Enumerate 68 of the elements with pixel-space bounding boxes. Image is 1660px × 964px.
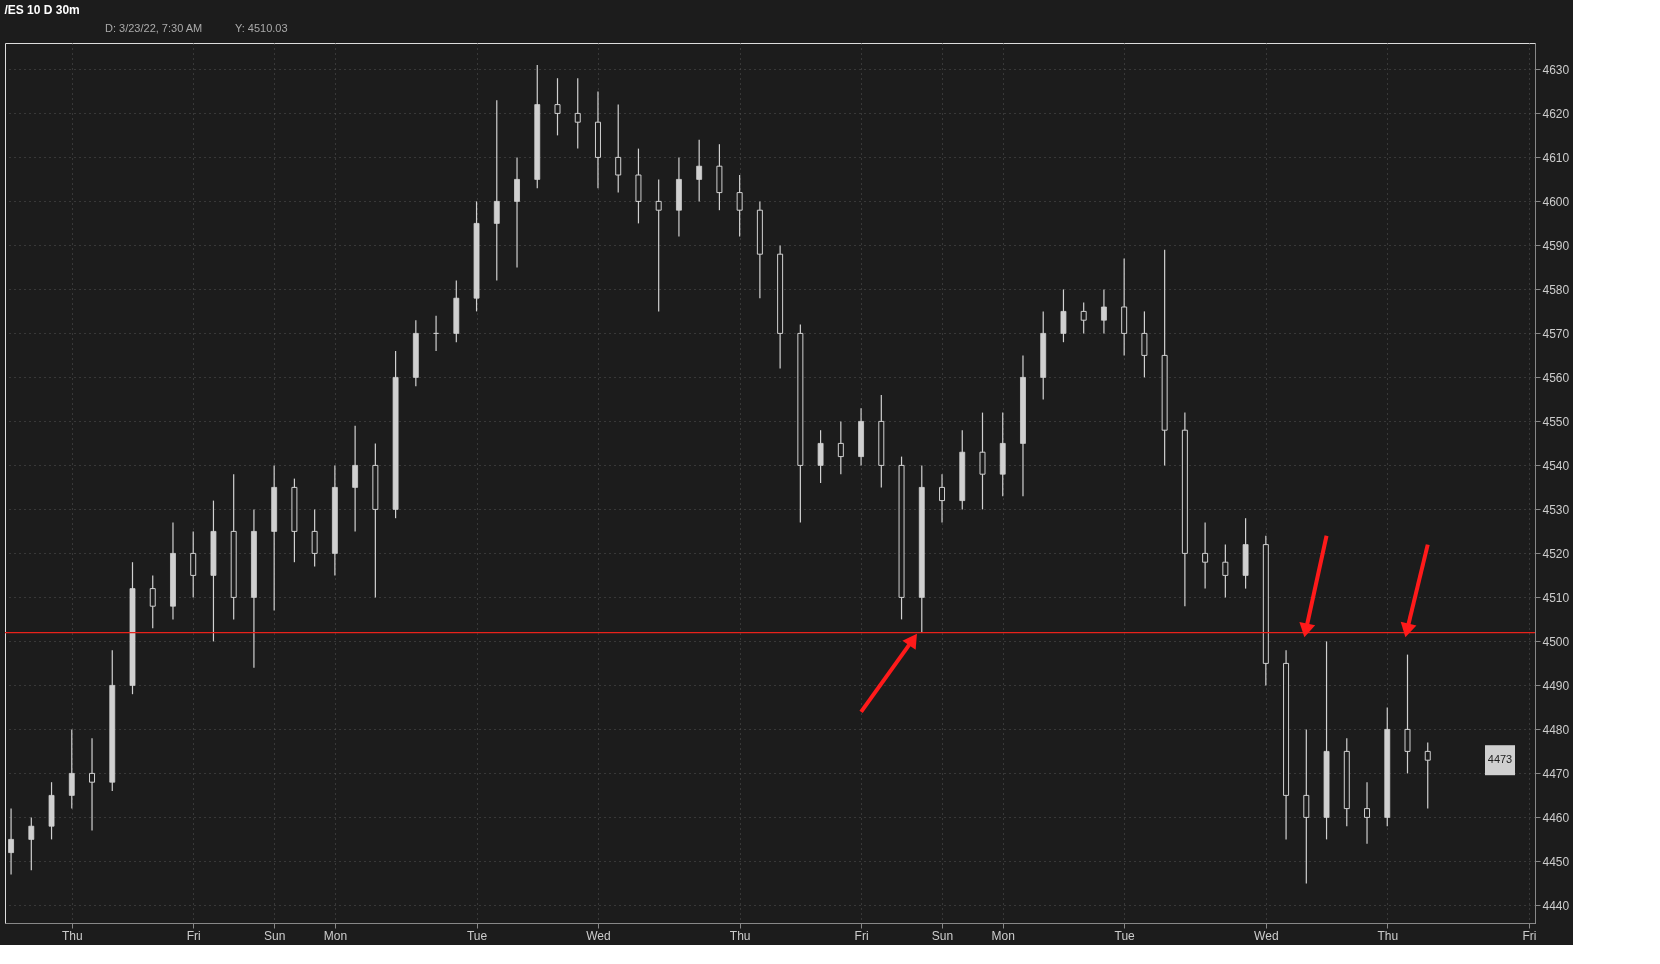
y-tick-label: 4470 xyxy=(1542,766,1570,781)
candlestick xyxy=(817,429,824,484)
candlestick xyxy=(311,508,318,568)
x-tick-label: Mon xyxy=(991,928,1015,943)
y-tick-label: 4590 xyxy=(1542,238,1570,253)
y-tick-label: 4500 xyxy=(1542,634,1570,649)
y-tick-label: 4480 xyxy=(1542,722,1570,737)
candlestick xyxy=(615,104,622,194)
x-tick-label: Sun xyxy=(931,928,954,943)
candlestick xyxy=(1080,302,1087,334)
y-tick-label: 4620 xyxy=(1542,106,1570,121)
candlestick xyxy=(837,420,844,475)
candlestick xyxy=(574,77,581,150)
annotation: 4473 xyxy=(1487,753,1513,766)
candlestick xyxy=(736,174,743,238)
candlestick xyxy=(1202,522,1209,590)
y-tick-label: 4460 xyxy=(1542,810,1570,825)
x-tick-label: Sun xyxy=(263,928,286,943)
candlestick xyxy=(1424,742,1431,810)
x-tick-label: Wed xyxy=(1254,928,1279,943)
y-tick-label: 4540 xyxy=(1542,458,1570,473)
candlestick xyxy=(696,139,703,202)
y-tick-label: 4490 xyxy=(1542,678,1570,693)
y-tick-label: 4630 xyxy=(1542,62,1570,77)
candlestick xyxy=(514,156,520,268)
y-tick-label: 4450 xyxy=(1542,854,1570,869)
y-tick-label: 4510 xyxy=(1542,590,1570,605)
x-tick-label: Thu xyxy=(729,928,751,943)
text: Y: 4510.03 xyxy=(235,22,288,34)
y-tick-label: 4580 xyxy=(1542,282,1570,297)
candlestick xyxy=(149,574,156,629)
y-tick-label: 4550 xyxy=(1542,414,1570,429)
candlestick xyxy=(554,77,561,136)
x-tick-label: Thu xyxy=(1377,928,1399,943)
candlestick xyxy=(28,816,35,871)
x-tick-label: Tue xyxy=(1114,928,1136,943)
y-tick-label: 4600 xyxy=(1542,194,1570,209)
candlestick xyxy=(8,808,14,876)
candlestick xyxy=(979,412,986,510)
candlestick xyxy=(1404,654,1411,774)
candlestick xyxy=(655,178,662,312)
candlestick xyxy=(190,530,197,598)
candlestick xyxy=(68,728,75,810)
x-tick-label: Fri xyxy=(186,928,201,943)
candlestick xyxy=(1303,728,1310,884)
y-tick-label: 4610 xyxy=(1542,150,1570,165)
candlestick xyxy=(939,473,946,524)
candlestick xyxy=(89,737,96,832)
candlestick xyxy=(1222,544,1229,598)
y-tick-label: 4570 xyxy=(1542,326,1570,341)
x-tick-label: Mon xyxy=(323,928,348,943)
candlestick xyxy=(1364,781,1371,845)
x-tick-label: Wed xyxy=(586,928,611,943)
y-tick-label: 4440 xyxy=(1542,898,1570,913)
y-tick-label: 4560 xyxy=(1542,370,1570,385)
y-tick-label: 4520 xyxy=(1542,546,1570,561)
candlestick xyxy=(1101,288,1107,334)
x-tick-label: Fri xyxy=(854,928,869,943)
chart-title: /ES 10 D 30m xyxy=(4,3,80,17)
text: D: 3/23/22, 7:30 AM xyxy=(105,22,203,34)
x-tick-label: Thu xyxy=(61,928,83,943)
candlestick xyxy=(1060,288,1067,343)
candlestick xyxy=(352,425,359,532)
candlestick xyxy=(493,99,500,282)
x-tick-label: Tue xyxy=(466,928,488,943)
y-tick-label: 4530 xyxy=(1542,502,1570,517)
candlestick xyxy=(1141,310,1148,378)
x-tick-label: Fri xyxy=(1522,928,1537,943)
